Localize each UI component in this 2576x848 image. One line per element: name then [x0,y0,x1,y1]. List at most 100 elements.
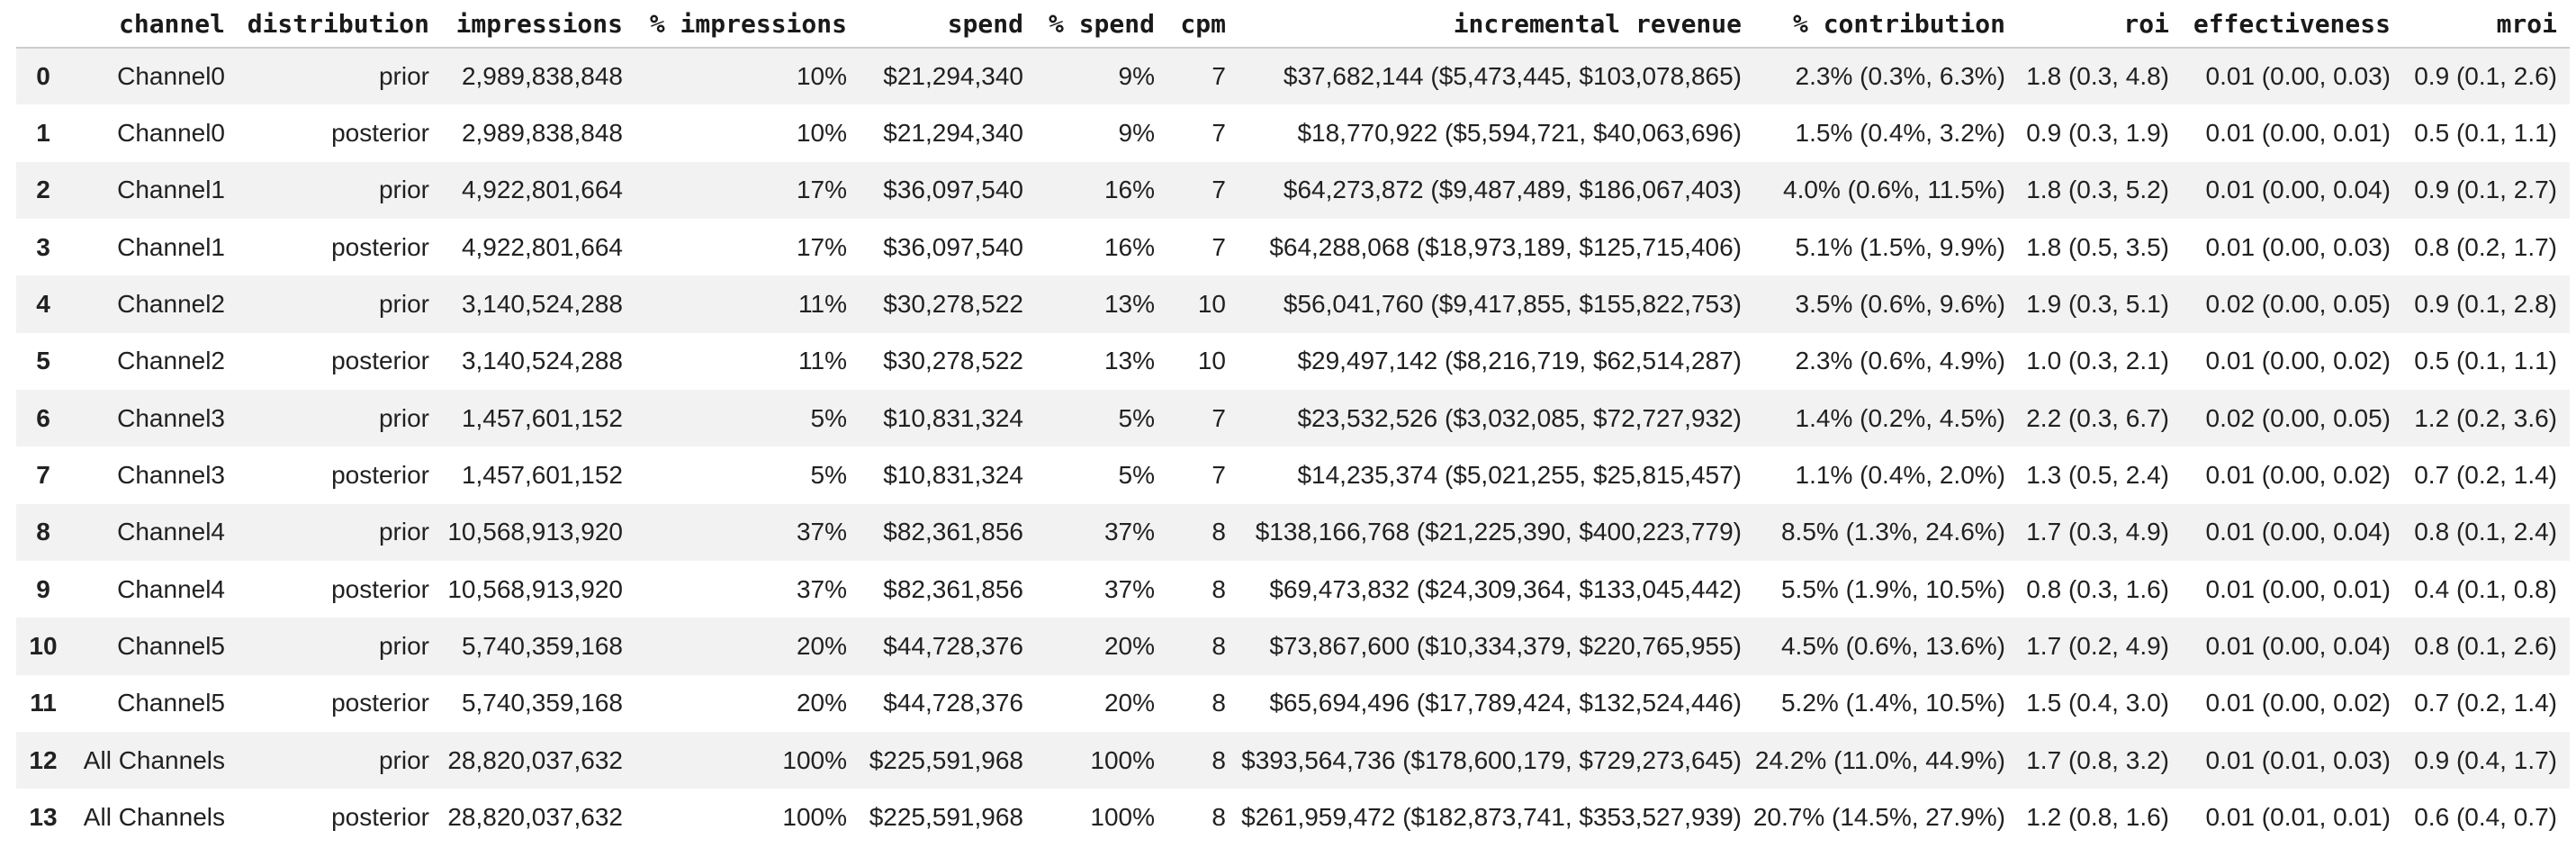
cell: 0.01 (0.00, 0.02) [2205,689,2391,717]
column-header: distribution [225,0,429,49]
cell: $138,166,768 ($21,225,390, $400,223,779) [1255,518,1742,546]
cell: 9% [1118,62,1155,91]
table-row: 1 Channel0 posterior 2,989,838,848 10% $21,29… [16,104,2570,161]
cell: 0.9 (0.3, 1.9) [2026,119,2169,148]
cell: $64,273,872 ($9,487,489, $186,067,403) [1283,176,1742,204]
cell: 17% [796,176,847,204]
cell: 1.8 (0.3, 4.8) [2026,62,2169,91]
row-index-cell: 10 [29,632,58,661]
table-header: channel distribution impressions% impressi… [16,0,2570,49]
cell: All Channels [83,803,225,832]
cell: 10,568,913,920 [447,574,623,603]
cell: 0.01 (0.00, 0.03) [2205,232,2391,261]
column-header: effectiveness [2169,0,2391,49]
cell: 0.01 (0.00, 0.02) [2205,461,2391,490]
cell: Channel4 [117,518,225,546]
cell: 0.8 (0.1, 2.4) [2414,518,2557,546]
cell: $29,497,142 ($8,216,719, $62,514,287) [1297,347,1742,375]
cell: 1.5 (0.4, 3.0) [2026,689,2169,717]
cell: Channel4 [117,574,225,603]
cell: $30,278,522 [883,290,1023,319]
row-index-cell: 3 [36,232,50,261]
cell: 1.8 (0.5, 3.5) [2026,232,2169,261]
cell: prior [378,290,429,319]
column-header: mroi [2391,0,2570,49]
cell: $69,473,832 ($24,309,364, $133,045,442) [1269,574,1742,603]
cell: 5% [810,461,847,490]
cell: $18,770,922 ($5,594,721, $40,063,696) [1297,119,1742,148]
cell: 5% [1118,461,1155,490]
cell: 20.7% (14.5%, 27.9%) [1752,803,2005,832]
cell: prior [378,745,429,774]
cell: prior [378,176,429,204]
cell: 20% [796,632,847,661]
cell: 16% [1103,176,1155,204]
table-row: 9 Channel4 posterior 10,568,913,920 37% $82,3… [16,561,2570,618]
cell: 1.2 (0.8, 1.6) [2026,803,2169,832]
cell: posterior [331,232,429,261]
cell: 1.7 (0.8, 3.2) [2026,745,2169,774]
cell: 10,568,913,920 [447,518,623,546]
cell: 37% [1103,574,1155,603]
cell: 8.5% (1.3%, 24.6%) [1780,518,2005,546]
cell: posterior [331,119,429,148]
row-index-cell: 11 [30,689,57,717]
header-row: channel distribution impressions% impressi… [16,0,2570,49]
cell: 9% [1118,119,1155,148]
table-row: 12 All Channels prior 28,820,037,632 100% $22… [16,732,2570,789]
table-row: 8 Channel4 prior 10,568,913,920 37% $82,361,8… [16,503,2570,562]
cell: 1.8 (0.3, 5.2) [2026,176,2169,204]
cell: 0.9 (0.4, 1.7) [2414,745,2557,774]
cell: posterior [331,689,429,717]
table-row: 2 Channel1 prior 4,922,801,664 17% $36,097,54… [16,161,2570,220]
cell: 100% [782,803,847,832]
cell: $37,682,144 ($5,473,445, $103,078,865) [1283,62,1742,91]
cell: 5,740,359,168 [461,689,623,717]
column-header: % impressions [623,0,847,49]
cell: 1.1% (0.4%, 2.0%) [1795,461,2005,490]
cell: $56,041,760 ($9,417,855, $155,822,753) [1283,290,1742,319]
cell: prior [378,62,429,91]
cell: 8 [1211,632,1226,661]
column-header: spend [847,0,1023,49]
cell: $73,867,600 ($10,334,379, $220,765,955) [1269,632,1742,661]
cell: 37% [796,574,847,603]
cell: 0.5 (0.1, 1.1) [2414,119,2557,148]
cell: 4.0% (0.6%, 11.5%) [1783,176,2005,204]
cell: $261,959,472 ($182,873,741, $353,527,939… [1241,803,1742,832]
cell: 4.5% (0.6%, 13.6%) [1780,632,2005,661]
cell: 0.01 (0.00, 0.01) [2205,574,2391,603]
row-index-cell: 1 [36,119,50,148]
cell: 8 [1211,745,1226,774]
cell: $225,591,968 [869,745,1023,774]
cell: $30,278,522 [883,347,1023,375]
cell: $82,361,856 [883,518,1023,546]
cell: 1.5% (0.4%, 3.2%) [1795,119,2005,148]
cell: 1.2 (0.2, 3.6) [2414,403,2557,432]
table-row: 5 Channel2 posterior 3,140,524,288 11% $30,27… [16,333,2570,390]
cell: Channel2 [117,347,225,375]
cell: 8 [1211,803,1226,832]
cell: 13% [1103,290,1155,319]
cell: Channel5 [117,632,225,661]
cell: 11% [798,347,847,375]
table-row: 11 Channel5 posterior 5,740,359,168 20% $44,7… [16,675,2570,732]
cell: $14,235,374 ($5,021,255, $25,815,457) [1297,461,1742,490]
column-header: cpm [1155,0,1226,49]
cell: 28,820,037,632 [447,745,623,774]
row-index-cell: 12 [29,745,58,774]
cell: 5% [1118,403,1155,432]
cell: 7 [1211,403,1226,432]
cell: 7 [1211,119,1226,148]
cell: 3,140,524,288 [461,290,623,319]
cell: 4,922,801,664 [461,232,623,261]
cell: 1,457,601,152 [461,403,623,432]
cell: 17% [796,232,847,261]
cell: 0.8 (0.3, 1.6) [2026,574,2169,603]
row-index-cell: 0 [36,62,50,91]
cell: 2,989,838,848 [461,119,623,148]
cell: 10% [796,119,847,148]
column-header: % spend [1023,0,1155,49]
column-header [16,0,70,49]
cell: 0.02 (0.00, 0.05) [2205,290,2391,319]
